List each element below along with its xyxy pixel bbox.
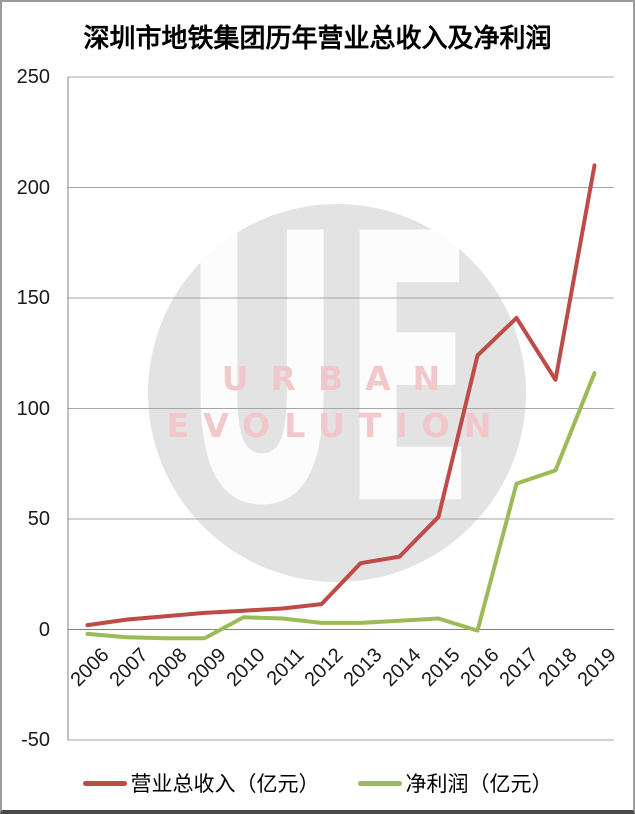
x-axis-label: 2017 bbox=[495, 644, 543, 692]
y-axis-label: 100 bbox=[16, 397, 50, 420]
legend-swatch-revenue-icon bbox=[82, 780, 127, 786]
x-axis-label: 2007 bbox=[105, 644, 153, 692]
series-line-1 bbox=[85, 371, 597, 641]
x-axis-label: 2012 bbox=[300, 644, 348, 692]
x-axis-label: 2015 bbox=[417, 644, 465, 692]
x-axis-label: 2009 bbox=[183, 644, 231, 692]
chart-title: 深圳市地铁集团历年营业总收入及净利润 bbox=[83, 24, 552, 53]
y-axis-label: -50 bbox=[21, 729, 50, 751]
watermark-text-evolution: EVOLUTION bbox=[166, 406, 506, 445]
x-axis-label: 2008 bbox=[144, 644, 192, 692]
x-axis-label: 2014 bbox=[378, 644, 426, 692]
x-axis-label: 2019 bbox=[573, 644, 621, 692]
x-axis-label: 2013 bbox=[339, 644, 387, 692]
y-axis-label: 50 bbox=[27, 508, 50, 530]
x-axis-label: 2016 bbox=[456, 644, 504, 692]
watermark-ue-monogram: UE bbox=[182, 157, 476, 588]
legend-swatch-profit-icon bbox=[357, 780, 402, 786]
x-axis-label: 2011 bbox=[262, 644, 309, 690]
legend-item-profit: 净利润（亿元） bbox=[357, 768, 553, 798]
y-axis-label: 0 bbox=[38, 618, 50, 641]
watermark-text-urban: URBAN bbox=[221, 359, 463, 398]
legend-label-revenue: 营业总收入（亿元） bbox=[130, 772, 320, 796]
series-line-0 bbox=[85, 163, 597, 628]
x-axis-label: 2006 bbox=[66, 644, 114, 692]
x-axis-label: 2018 bbox=[534, 644, 582, 692]
y-axis-label: 250 bbox=[16, 66, 50, 88]
legend-label-profit: 净利润（亿元） bbox=[405, 772, 553, 796]
legend-item-revenue: 营业总收入（亿元） bbox=[82, 768, 320, 798]
y-axis-label: 200 bbox=[16, 176, 50, 199]
legend: 营业总收入（亿元） 净利润（亿元） bbox=[2, 768, 633, 798]
x-axis-label: 2010 bbox=[222, 644, 270, 692]
y-axis-label: 150 bbox=[16, 287, 50, 309]
